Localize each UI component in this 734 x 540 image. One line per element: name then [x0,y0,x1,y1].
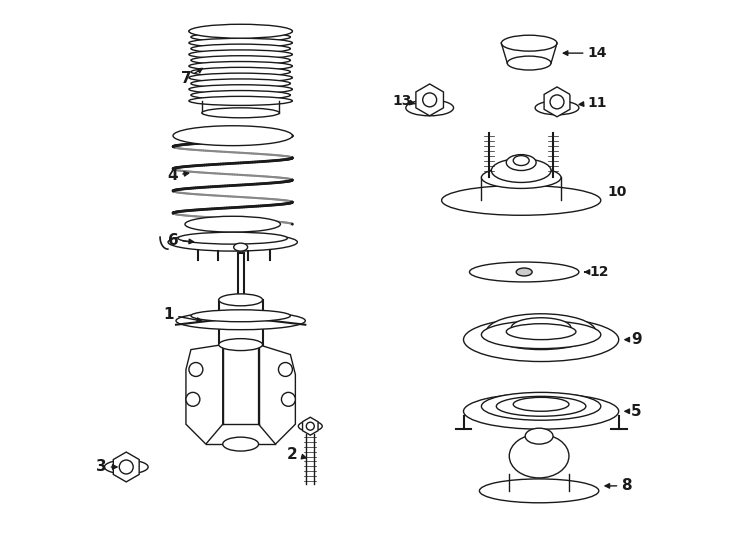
Ellipse shape [189,96,292,105]
Ellipse shape [202,108,280,118]
Ellipse shape [219,339,263,350]
Ellipse shape [506,154,536,171]
Ellipse shape [189,24,292,38]
Text: 9: 9 [631,332,642,347]
Circle shape [189,362,203,376]
Ellipse shape [173,126,292,146]
Ellipse shape [463,318,619,361]
Polygon shape [544,87,570,117]
Ellipse shape [191,44,291,53]
Polygon shape [258,345,295,444]
Ellipse shape [219,294,263,306]
Ellipse shape [491,159,551,183]
Ellipse shape [104,460,148,474]
Ellipse shape [189,50,292,59]
Ellipse shape [509,434,569,478]
Circle shape [186,393,200,406]
Ellipse shape [526,428,553,444]
Ellipse shape [487,314,596,349]
Text: 3: 3 [96,460,106,475]
Ellipse shape [298,421,322,431]
Ellipse shape [482,166,561,188]
Text: 7: 7 [181,71,192,86]
Text: 10: 10 [607,185,626,199]
Ellipse shape [222,437,258,451]
Ellipse shape [185,217,280,232]
Ellipse shape [442,185,601,215]
Ellipse shape [482,393,601,420]
Text: 13: 13 [392,94,412,108]
Ellipse shape [191,56,291,65]
Text: 1: 1 [164,307,174,322]
Ellipse shape [496,396,586,416]
Text: 12: 12 [589,265,608,279]
Ellipse shape [191,91,291,99]
Ellipse shape [168,233,297,251]
Ellipse shape [191,68,291,76]
Ellipse shape [191,32,291,42]
Ellipse shape [513,397,569,411]
Text: 8: 8 [622,478,632,494]
Ellipse shape [178,232,288,244]
Ellipse shape [535,101,579,115]
Text: 14: 14 [587,46,606,60]
Ellipse shape [189,38,292,48]
Polygon shape [113,452,139,482]
Ellipse shape [189,73,292,82]
Bar [219,300,263,345]
Polygon shape [302,417,318,435]
Ellipse shape [406,100,454,116]
Circle shape [423,93,437,107]
Ellipse shape [189,26,292,36]
Circle shape [281,393,295,406]
Circle shape [120,460,133,474]
Ellipse shape [189,62,292,71]
Text: 11: 11 [587,96,606,110]
Text: 5: 5 [631,404,642,418]
Text: 2: 2 [287,447,298,462]
Ellipse shape [512,318,571,338]
Circle shape [278,362,292,376]
Ellipse shape [482,321,601,349]
Ellipse shape [501,35,557,51]
Ellipse shape [463,393,619,429]
Ellipse shape [189,85,292,94]
Ellipse shape [191,79,291,88]
Ellipse shape [479,479,599,503]
Circle shape [550,95,564,109]
Text: 4: 4 [167,168,178,183]
Circle shape [306,422,314,430]
Ellipse shape [176,312,305,330]
Ellipse shape [470,262,579,282]
Polygon shape [186,345,222,444]
Ellipse shape [191,310,291,322]
Ellipse shape [507,56,551,70]
Ellipse shape [513,156,529,166]
Ellipse shape [516,268,532,276]
Polygon shape [416,84,443,116]
Text: 6: 6 [167,233,178,248]
Ellipse shape [233,243,247,251]
Ellipse shape [506,323,576,340]
